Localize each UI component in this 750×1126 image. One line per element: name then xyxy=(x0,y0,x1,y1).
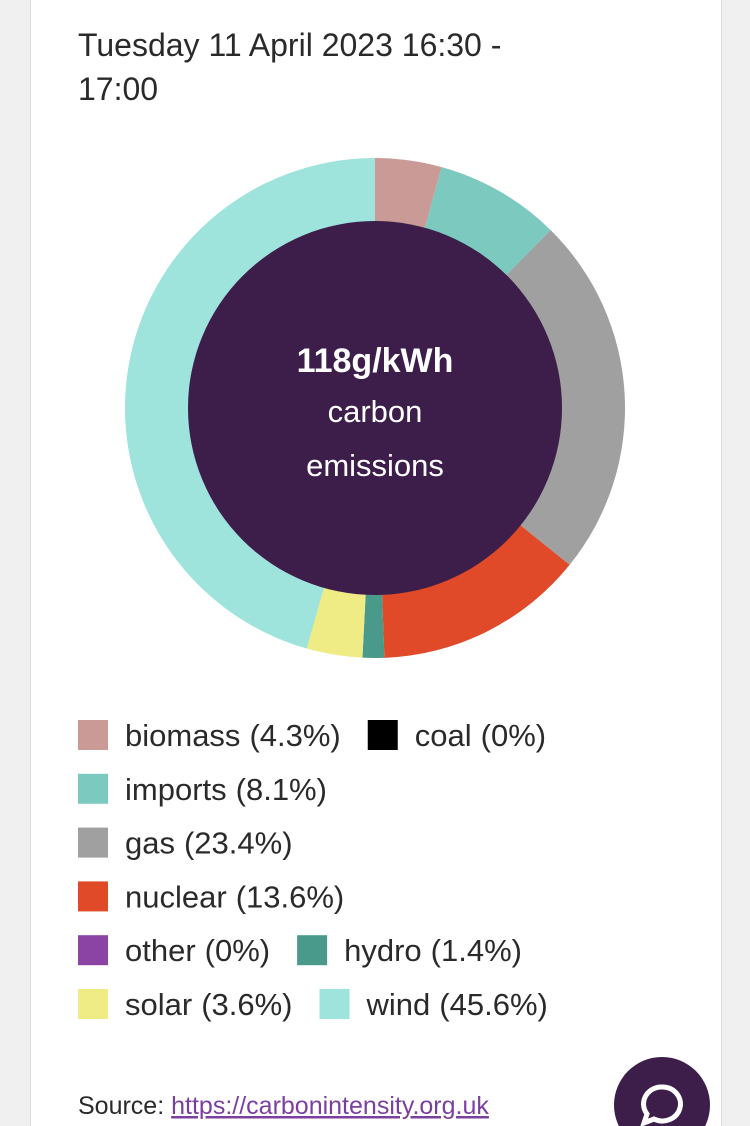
legend-swatch xyxy=(78,720,108,750)
legend-value: (13.6%) xyxy=(236,879,345,914)
legend-label: wind (45.6%) xyxy=(366,987,548,1022)
chat-button[interactable] xyxy=(614,1057,710,1126)
caption-line: emissions xyxy=(306,448,444,483)
slice xyxy=(362,593,385,659)
legend-name: coal xyxy=(415,718,472,753)
slice xyxy=(306,586,366,658)
legend-swatch xyxy=(78,773,108,804)
legend-value: (0%) xyxy=(205,933,270,968)
legend-value: (4.3%) xyxy=(249,718,340,753)
legend-name: nuclear xyxy=(125,879,227,914)
legend-name: solar xyxy=(125,987,192,1022)
legend-label: hydro (1.4%) xyxy=(344,933,522,968)
legend-name: hydro xyxy=(344,933,422,968)
source-label: Source: xyxy=(78,1092,164,1120)
legend-name: other xyxy=(125,933,196,968)
source-link[interactable]: https://carbonintensity.org.uk xyxy=(171,1092,489,1120)
legend-swatch xyxy=(78,881,108,912)
legend-value: (8.1%) xyxy=(236,772,327,807)
legend-label: coal (0%) xyxy=(415,718,546,753)
legend-label: solar (3.6%) xyxy=(125,987,293,1022)
legend-value: (0%) xyxy=(481,718,546,753)
legend-swatch xyxy=(367,720,398,750)
slice xyxy=(382,524,570,658)
title-line: Tuesday 11 April 2023 16:30 - xyxy=(78,27,501,63)
legend-swatch xyxy=(319,989,350,1019)
legend-swatch xyxy=(78,935,108,966)
donut-center xyxy=(188,221,562,595)
center-label: 118g/kWh xyxy=(297,342,454,380)
legend-value: (45.6%) xyxy=(439,987,548,1022)
legend-value: (3.6%) xyxy=(201,987,292,1022)
legend-label: biomass (4.3%) xyxy=(125,718,341,753)
chart-title: Tuesday 11 April 2023 16:30 - 17:00 xyxy=(78,27,501,107)
chat-button-circle[interactable] xyxy=(614,1057,710,1126)
legend-name: gas xyxy=(125,826,175,861)
source: Source: https://carbonintensity.org.uk xyxy=(78,1092,489,1120)
legend-swatch xyxy=(78,827,108,858)
caption-line: carbon xyxy=(328,394,423,429)
legend-swatch xyxy=(78,989,108,1019)
legend-label: gas (23.4%) xyxy=(125,826,293,861)
chat-icon[interactable] xyxy=(640,1084,683,1126)
slice xyxy=(375,158,442,229)
legend-value: (1.4%) xyxy=(431,933,522,968)
legend-swatch xyxy=(297,935,328,966)
legend-label: imports (8.1%) xyxy=(125,772,327,807)
legend-value: (23.4%) xyxy=(184,826,293,861)
slice xyxy=(124,158,375,649)
legend-name: wind xyxy=(366,987,431,1022)
legend-name: biomass xyxy=(125,718,240,753)
legend-label: nuclear (13.6%) xyxy=(125,879,344,914)
legend-label: other (0%) xyxy=(125,933,270,968)
center-caption: carbon emissions xyxy=(306,394,444,483)
legend-name: imports xyxy=(125,772,227,807)
title-line: 17:00 xyxy=(78,71,158,107)
slice xyxy=(424,167,551,276)
